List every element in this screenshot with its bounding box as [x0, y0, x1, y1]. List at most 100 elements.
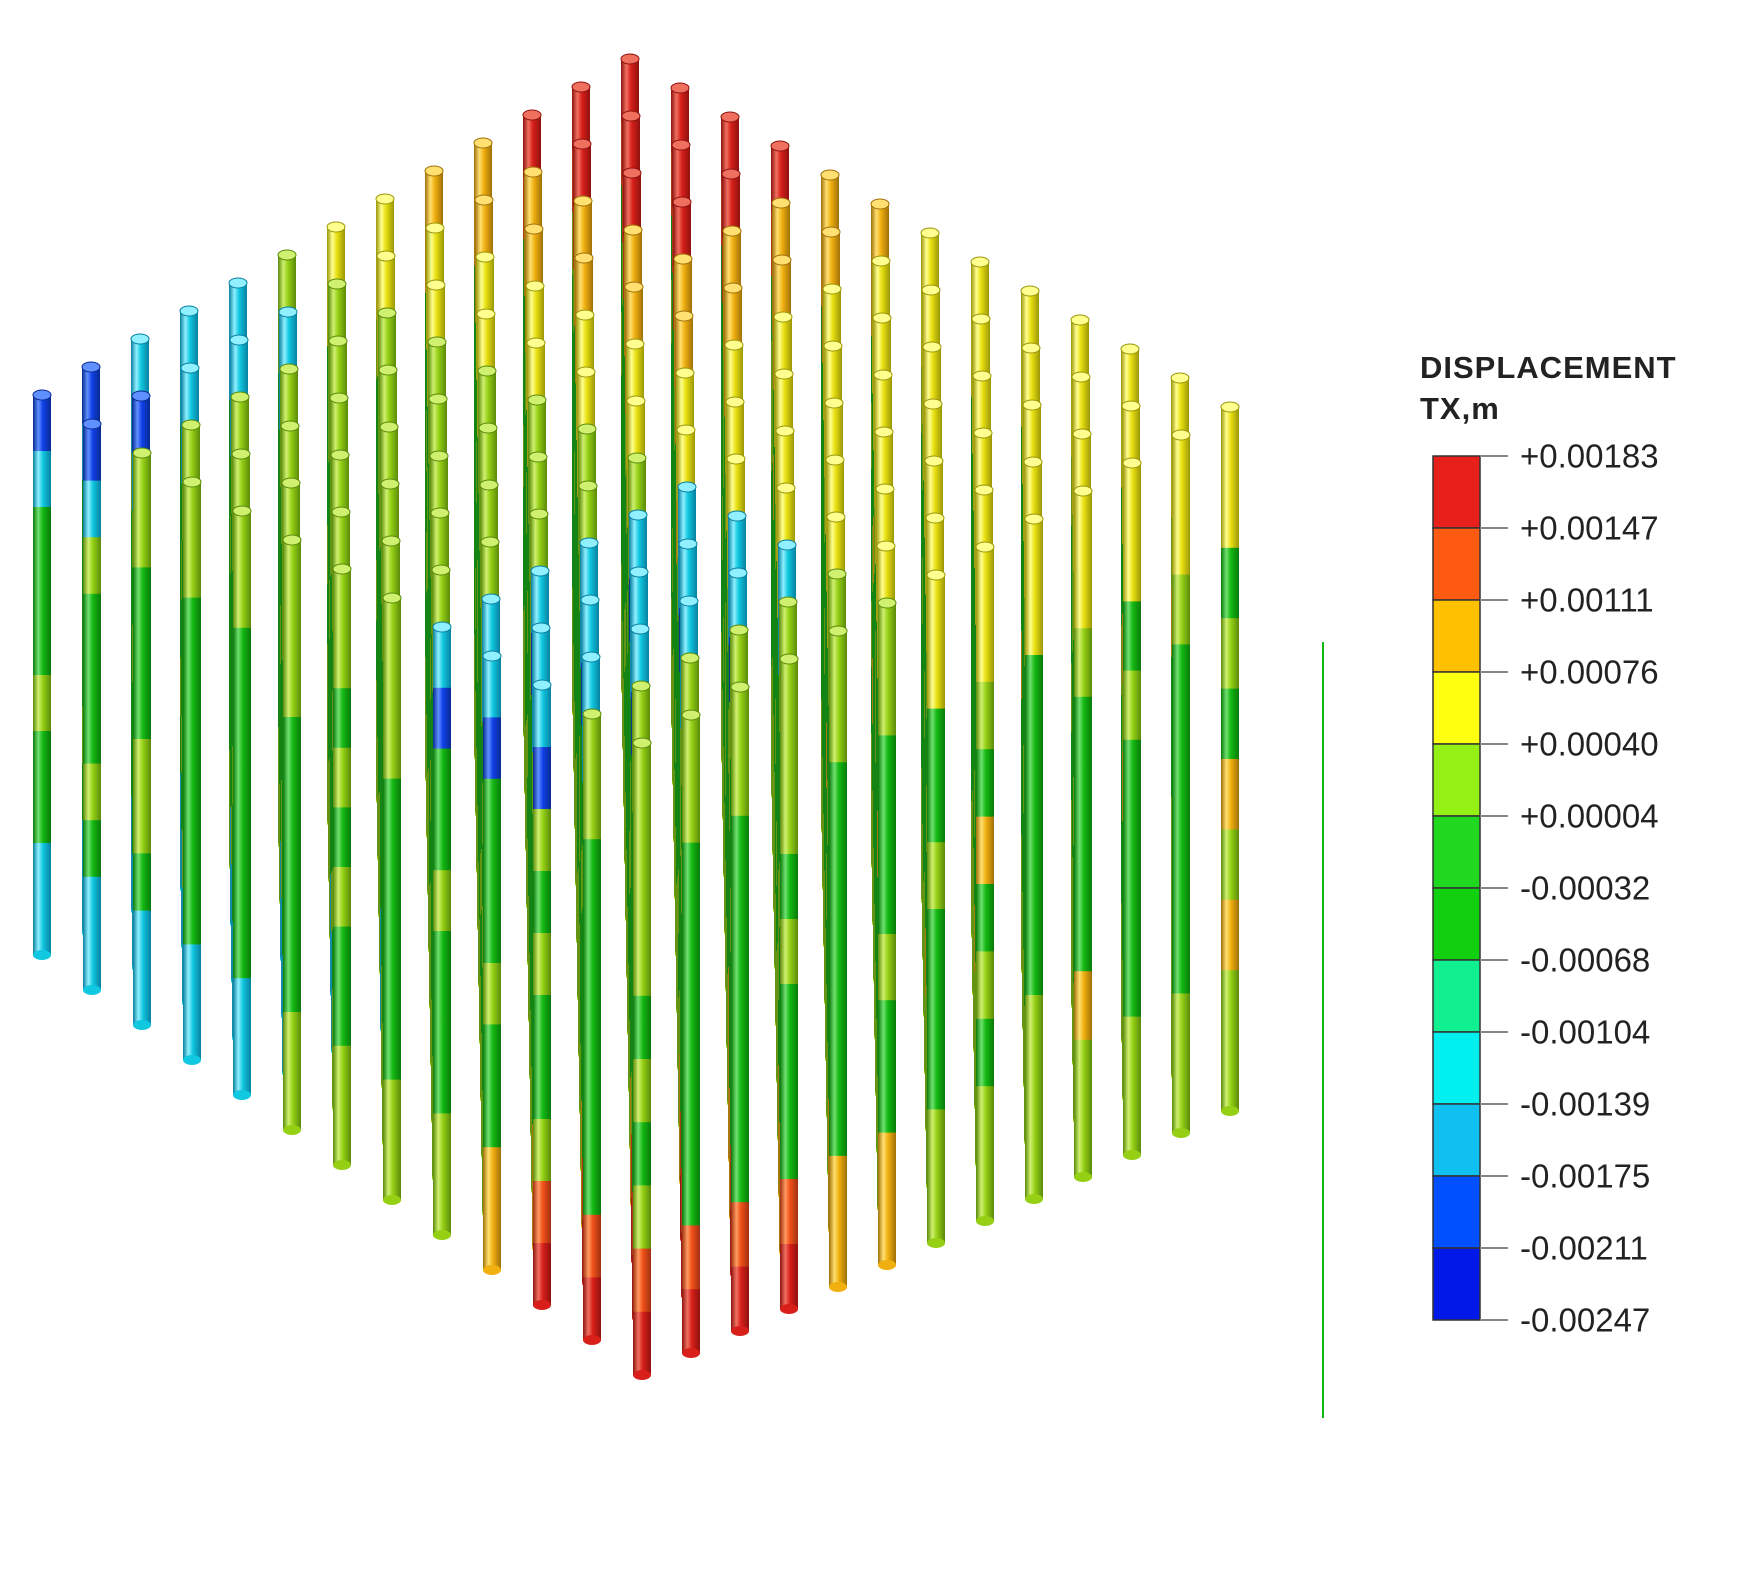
pile-segment	[329, 341, 347, 402]
pile-segment	[428, 342, 446, 404]
pile-segment	[682, 715, 700, 780]
pile-cap	[523, 166, 543, 178]
pile-cap	[473, 137, 493, 149]
pile-foot	[927, 1238, 945, 1248]
pile-segment	[433, 931, 451, 993]
pile-segment	[283, 540, 301, 600]
pile-segment	[622, 116, 640, 180]
pile-segment	[976, 816, 994, 885]
pile-cap	[380, 478, 400, 490]
pile-segment	[583, 1027, 601, 1091]
pile-segment	[383, 959, 401, 1020]
pile-segment	[677, 430, 695, 495]
pile-segment	[433, 991, 451, 1054]
pile-cap	[823, 340, 843, 352]
pile-segment	[331, 455, 349, 516]
pile-cap	[677, 481, 697, 493]
pile-segment	[780, 854, 798, 920]
pile-segment	[829, 827, 847, 894]
pile-segment	[976, 884, 994, 952]
pile-segment	[1172, 435, 1190, 506]
pile-cap	[971, 313, 991, 325]
pile-cap	[530, 565, 550, 577]
pile-segment	[483, 901, 501, 964]
pile-segment	[1022, 348, 1040, 417]
pile-cap	[526, 337, 546, 349]
pile-segment	[825, 403, 843, 470]
pile-segment	[383, 1079, 401, 1141]
pile-segment	[525, 229, 543, 292]
pile-cap	[724, 339, 744, 351]
pile-cap	[922, 341, 942, 353]
pile-segment	[1172, 784, 1190, 855]
pile-segment	[382, 541, 400, 602]
pile-cap	[770, 140, 790, 152]
pile-segment	[731, 1202, 749, 1268]
pile-segment	[1025, 723, 1043, 792]
pile-cap	[876, 540, 896, 552]
pile-segment	[1074, 1108, 1092, 1178]
pile-cap	[671, 139, 691, 151]
pile-segment	[333, 628, 351, 689]
pile-segment	[927, 1109, 945, 1177]
pile-cap	[726, 453, 746, 465]
pile-cap	[430, 507, 450, 519]
pile-cap	[728, 567, 748, 579]
pile-segment	[724, 288, 742, 353]
pile-segment	[972, 319, 990, 387]
pile-cap	[479, 479, 499, 491]
pile-cap	[1023, 456, 1043, 468]
pile-cap	[182, 476, 202, 488]
pile-foot	[183, 1055, 201, 1065]
pile-segment	[83, 480, 101, 538]
pile-cap	[678, 538, 698, 550]
pile-segment	[623, 173, 641, 237]
pile	[1171, 429, 1191, 1138]
pile-segment	[633, 1311, 651, 1376]
pile-cap	[1120, 343, 1140, 355]
pile-segment	[533, 1243, 551, 1306]
pile-segment	[827, 517, 845, 584]
pile-segment	[230, 340, 248, 399]
pile-segment	[1123, 532, 1141, 602]
pile-segment	[577, 372, 595, 436]
pile-segment	[829, 1024, 847, 1091]
pile-cap	[1020, 285, 1040, 297]
pile-cap	[824, 397, 844, 409]
pile-segment	[432, 570, 450, 632]
pile-cap	[181, 419, 201, 431]
pile-segment	[531, 571, 549, 634]
pile-cap	[627, 452, 647, 464]
pile-segment	[433, 1052, 451, 1114]
pile-segment	[828, 574, 846, 641]
pile-segment	[924, 404, 942, 472]
pile-cap	[730, 681, 750, 693]
pile-cap	[877, 597, 897, 609]
pile-segment	[1025, 859, 1043, 928]
pile-segment	[725, 345, 743, 410]
pile-segment	[1074, 834, 1092, 904]
pile-segment	[133, 624, 151, 683]
pile-cap	[1073, 485, 1093, 497]
pile-cap	[482, 650, 502, 662]
pile-segment	[433, 627, 451, 689]
pile-cap	[621, 110, 641, 122]
pile-segment	[877, 546, 895, 613]
pile-segment	[631, 629, 649, 693]
pile-cap	[1071, 371, 1091, 383]
pile-segment	[1172, 504, 1190, 576]
pile-segment	[731, 1073, 749, 1139]
pile-cap	[431, 564, 451, 576]
pile-cap	[672, 196, 692, 208]
pile-segment	[871, 204, 889, 271]
pile-segment	[627, 401, 645, 465]
pile-segment	[771, 146, 789, 212]
pile-segment	[83, 650, 101, 708]
pile-segment	[327, 227, 345, 288]
pile-segment	[726, 402, 744, 467]
pile-segment	[483, 656, 501, 718]
pile-cap	[527, 394, 547, 406]
pile-segment	[333, 867, 351, 928]
pile-segment	[671, 88, 689, 153]
